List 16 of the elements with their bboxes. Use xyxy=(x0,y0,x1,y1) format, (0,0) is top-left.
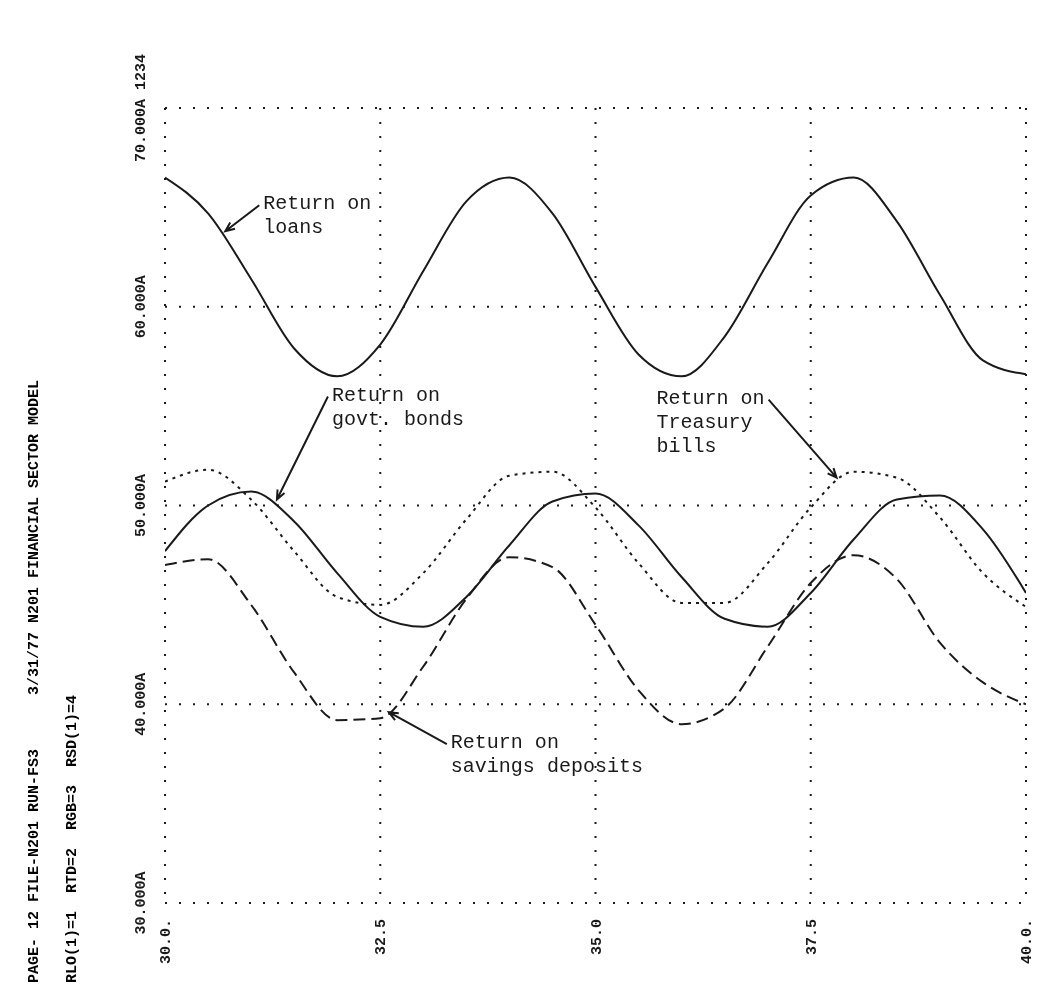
text: RLO(1)=1 RTD=2 RGB=3 RSD(1)=4 xyxy=(64,694,81,983)
text: PAGE- 12 FILE-N201 RUN-FS3 3/31/77 N201 FINANCIAL SECTOR MODEL xyxy=(26,379,43,983)
x-tick-label: 37.5 xyxy=(803,919,821,956)
y-tick-label: 40.000A xyxy=(133,672,150,736)
annotation: Return on loans xyxy=(263,192,372,240)
x-tick-label: 35.0 xyxy=(588,919,606,956)
x-tick-label: 32.5 xyxy=(373,919,391,956)
y-tick-label: 70.000A 1234 xyxy=(133,53,150,163)
y-tick-label: 60.000A xyxy=(133,275,150,339)
annotation: Return on Treasury bills xyxy=(656,386,765,458)
x-tick-label: 30.0. xyxy=(158,919,175,965)
x-tick-label: 40.0. xyxy=(1019,919,1036,965)
annotation: Return on savings deposits xyxy=(450,731,643,779)
annotation: Return on govt. bonds xyxy=(331,383,464,431)
y-tick-label: 30.000A xyxy=(133,871,150,935)
y-tick-label: 50.000A xyxy=(133,473,150,538)
